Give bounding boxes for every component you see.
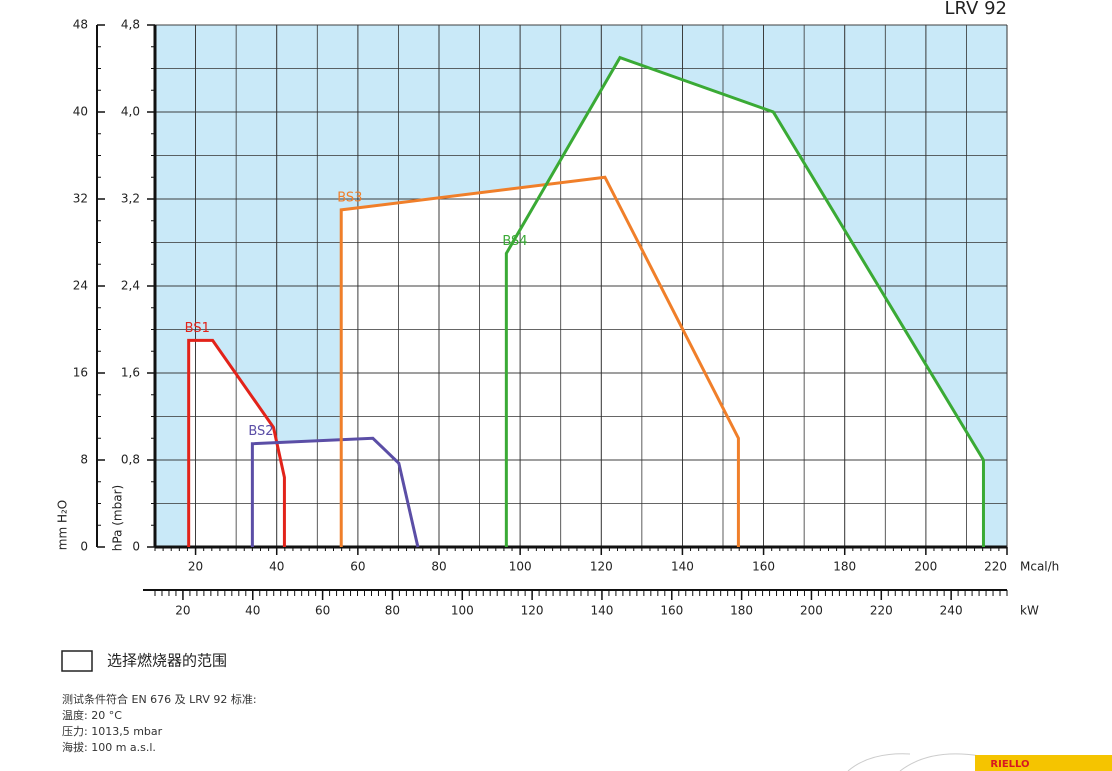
x-tick-label: 140 — [671, 560, 694, 574]
y-tick-label: 3,2 — [121, 192, 140, 206]
logo-band — [975, 755, 1112, 771]
logo-swoosh — [847, 753, 981, 771]
x-tick-label: 160 — [752, 560, 775, 574]
x2-tick-label: 220 — [870, 604, 893, 618]
y2-tick-label: 48 — [73, 18, 88, 32]
logo-text: RIELLO — [990, 759, 1029, 770]
x-tick-label: 40 — [269, 560, 284, 574]
y2-tick-label: 32 — [73, 192, 88, 206]
x-tick-label: 120 — [590, 560, 613, 574]
x2-tick-label: 80 — [385, 604, 400, 618]
y2-tick-label: 16 — [73, 366, 88, 380]
y2-tick-label: 0 — [80, 540, 88, 554]
series-label: BS4 — [502, 234, 527, 249]
series-label: BS1 — [185, 321, 210, 336]
range-line — [187, 338, 286, 547]
series-label: BS2 — [248, 424, 273, 439]
legend-swatch — [61, 650, 93, 672]
y-tick-label: 4,0 — [121, 105, 140, 119]
x2-tick-label: 120 — [521, 604, 544, 618]
x2-tick-label: 60 — [315, 604, 330, 618]
series-label: BS3 — [337, 190, 362, 205]
y-tick-label: 4,8 — [121, 18, 140, 32]
x2-tick-label: 40 — [245, 604, 260, 618]
range-line — [250, 436, 420, 548]
note: 压力: 1013,5 mbar — [62, 725, 163, 738]
x-tick-label: 200 — [914, 560, 937, 574]
x2-tick-label: 180 — [730, 604, 753, 618]
x-tick-label: 20 — [188, 560, 203, 574]
chart-title: LRV 92 — [945, 0, 1008, 19]
y2-tick-label: 8 — [80, 453, 88, 467]
y2-tick-label: 40 — [73, 105, 88, 119]
legend-label: 选择燃烧器的范围 — [107, 652, 227, 670]
x2-tick-label: 200 — [800, 604, 823, 618]
range-line — [339, 175, 740, 547]
note: 温度: 20 °C — [62, 708, 122, 722]
range-area — [506, 57, 984, 547]
x2-tick-label: 140 — [590, 604, 613, 618]
y-tick-label: 0 — [132, 540, 140, 554]
x2-tick-label: 240 — [940, 604, 963, 618]
y-tick-label: 0,8 — [121, 453, 140, 467]
y-axis-label: hPa (mbar) — [111, 485, 125, 551]
x-tick-label: 220 — [984, 560, 1007, 574]
x2-tick-label: 100 — [451, 604, 474, 618]
x-tick-label: 60 — [350, 560, 365, 574]
x-tick-label: 80 — [431, 560, 446, 574]
x2-axis-label: kW — [1020, 604, 1039, 618]
note: 测试条件符合 EN 676 及 LRV 92 标准: — [62, 692, 257, 706]
x2-tick-label: 20 — [175, 604, 190, 618]
y-tick-label: 2,4 — [121, 279, 140, 293]
x-tick-label: 100 — [509, 560, 532, 574]
x2-tick-label: 160 — [660, 604, 683, 618]
x-axis-label: Mcal/h — [1020, 560, 1059, 574]
y-tick-label: 1,6 — [121, 366, 140, 380]
range-line — [504, 55, 985, 547]
y2-axis-label: mm H₂O — [56, 500, 70, 550]
note: 海拔: 100 m a.s.l. — [62, 740, 156, 754]
y2-tick-label: 24 — [73, 279, 88, 293]
x-tick-label: 180 — [833, 560, 856, 574]
